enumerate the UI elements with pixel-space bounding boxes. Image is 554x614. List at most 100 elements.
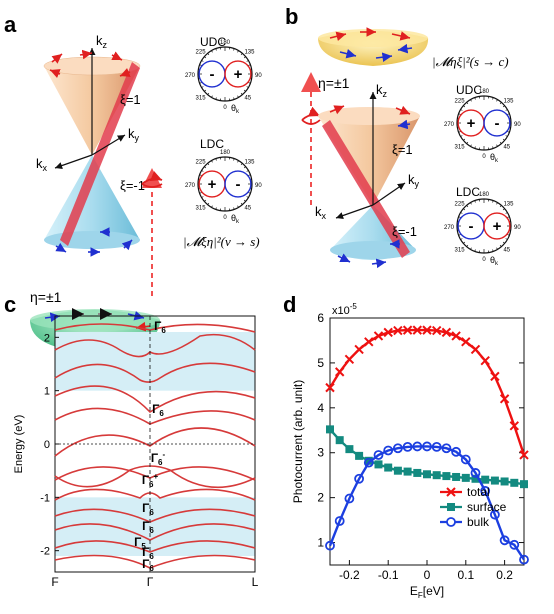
polar-tick (492, 249, 494, 252)
polar-tick (470, 99, 472, 102)
polar-tick (499, 141, 502, 144)
y-axis-label: Photocurrent (arb. unit) (291, 380, 305, 503)
polar-tick (233, 158, 235, 161)
panel-d-label: d (283, 292, 296, 317)
band-line (54, 540, 256, 553)
polar-angle-label: 0 (223, 105, 227, 111)
series-line-bulk (328, 445, 526, 561)
polar-tick (466, 141, 469, 144)
polar-tick (215, 48, 217, 51)
polar-tick (470, 202, 472, 205)
polar-tick (233, 97, 235, 100)
data-point-total (499, 394, 510, 404)
axis-exponent: x10-5 (332, 302, 357, 317)
formula-a: |𝓜ξη|²(v → s) (183, 234, 260, 249)
polar-tick (502, 208, 505, 211)
polar-angle-label: 45 (244, 95, 251, 101)
polar-tick (458, 216, 461, 218)
polar-plot-a-udc: - +180 225 135 270 90 315 45 0 θk (185, 40, 262, 115)
polar-theta-label: θk (490, 255, 499, 267)
data-point-total (480, 355, 490, 366)
polar-tick (243, 56, 246, 59)
panel-b: b η=±1 kz ky kx ξ=1 ξ=-1 (285, 4, 521, 269)
data-point-surface (471, 474, 480, 483)
polar-angle-label: 0 (223, 215, 227, 221)
polar-angle-label: 90 (514, 122, 521, 128)
polar-lobe-right (224, 170, 252, 198)
data-point-total (334, 367, 345, 377)
polar-sign-left: - (210, 66, 215, 83)
y-tick-label: 3 (317, 446, 324, 460)
data-point-bulk (344, 493, 355, 504)
xi-upper-label: ξ=1 (120, 92, 141, 107)
data-point-bulk (460, 454, 471, 465)
polar-angle-label: 180 (220, 40, 231, 46)
polar-tick (466, 244, 469, 247)
polar-tick (248, 192, 251, 194)
polar-tick (474, 146, 476, 149)
polar-tick (496, 99, 498, 102)
polar-tick (246, 170, 249, 172)
polar-tick (215, 207, 217, 210)
polar-tick (463, 241, 466, 244)
polar-sign-left: - (469, 218, 474, 235)
y-tick-label: 2 (317, 491, 324, 505)
polar-angle-label: 270 (185, 183, 196, 189)
udc-label-a: UDC (200, 35, 226, 49)
data-point-surface (432, 471, 441, 480)
ldc-label-a: LDC (200, 137, 224, 151)
polar-tick (505, 135, 508, 137)
polar-angle-label: 225 (455, 99, 466, 105)
polar-tick (463, 138, 466, 141)
polar-tick (233, 48, 235, 51)
x-tick-label: -0.2 (339, 568, 360, 582)
panel-c-label: c (4, 292, 16, 317)
legend-marker (447, 503, 455, 511)
eta-label-b: η=±1 (318, 75, 350, 91)
polar-angle-label: 0 (482, 154, 486, 160)
polar-tick (505, 212, 508, 214)
x-tick-label: L (252, 575, 259, 589)
data-point-surface (423, 470, 431, 479)
kx-axis (54, 154, 93, 170)
data-point-total (461, 337, 471, 347)
polar-tick (463, 208, 466, 211)
polar-tick (204, 56, 207, 59)
kx-label: kx (36, 156, 48, 173)
data-point-bulk (373, 450, 384, 460)
polar-theta-label: θk (490, 152, 499, 164)
band-line (54, 554, 256, 569)
polar-tick (474, 97, 476, 100)
polar-tick (243, 166, 246, 169)
polar-tick (458, 131, 461, 133)
xi-lower-label-b: ξ=-1 (392, 224, 417, 239)
kz-label-b: kz (376, 82, 388, 99)
xi-upper-label-b: ξ=1 (392, 142, 413, 157)
polar-tick (237, 50, 239, 53)
legend-label-bulk: bulk (467, 515, 490, 529)
polar-tick (505, 238, 508, 240)
polar-tick (204, 166, 207, 169)
polar-angle-label: 315 (455, 144, 466, 150)
polar-tick (248, 82, 251, 84)
polar-tick (460, 212, 463, 214)
polar-tick (199, 64, 202, 66)
polar-angle-label: 180 (479, 89, 490, 95)
data-point-bulk (422, 441, 432, 452)
polar-angle-label: 45 (503, 247, 510, 253)
rotation-indicator (141, 183, 163, 188)
polar-tick (199, 82, 202, 84)
lower-spin-arrows (55, 227, 133, 257)
data-point-surface (355, 451, 364, 460)
polar-sign-left: + (467, 115, 476, 132)
data-point-surface (442, 472, 451, 481)
polar-tick (507, 131, 510, 133)
data-point-total (451, 331, 461, 341)
x-tick-label: 0 (424, 568, 431, 582)
panel-d: d 1 2 3 4 5 6 -0.2 -0.1 0 0.1 0.2 x10-5 EF[eV] Photoc… (283, 292, 529, 600)
data-point-bulk (489, 509, 500, 520)
polar-tick (470, 247, 472, 250)
data-point-total (509, 421, 520, 431)
polar-tick (492, 146, 494, 149)
polar-tick (207, 92, 210, 95)
